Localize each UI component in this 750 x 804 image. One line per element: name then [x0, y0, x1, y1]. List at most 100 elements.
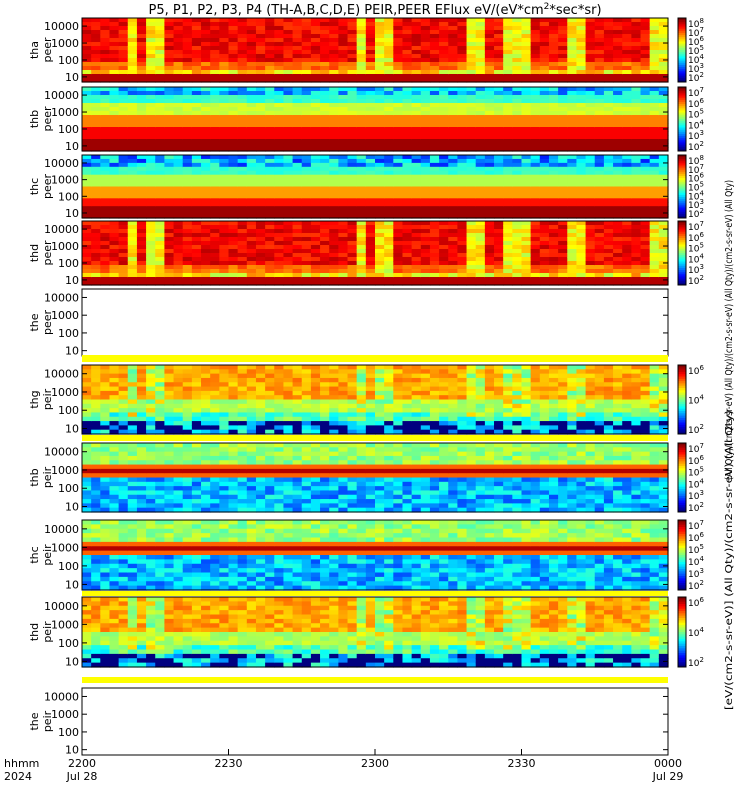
heatmap-cell [219, 408, 229, 413]
heatmap-cell [476, 241, 486, 246]
heatmap-cell [512, 115, 522, 120]
heatmap-cell [595, 198, 605, 203]
heatmap-cell [210, 26, 220, 31]
heatmap-cell [247, 167, 257, 172]
heatmap-cell [201, 87, 211, 92]
heatmap-cell [229, 127, 239, 132]
heatmap-cell [146, 74, 156, 79]
heatmap-cell [283, 404, 293, 409]
heatmap-cell [366, 74, 376, 79]
heatmap-cell [503, 155, 513, 160]
heatmap-cell [119, 175, 129, 180]
heatmap-cell [476, 107, 486, 112]
heatmap-cell [467, 187, 477, 192]
heatmap-cell [439, 261, 449, 266]
heatmap-cell [366, 66, 376, 71]
heatmap-cell [512, 221, 522, 226]
heatmap-cell [412, 249, 422, 254]
heatmap-cell [302, 249, 312, 254]
heatmap-cell [348, 66, 358, 71]
heatmap-cell [100, 378, 110, 383]
heatmap-cell [393, 91, 403, 96]
heatmap-cell [503, 58, 513, 63]
heatmap-cell [164, 139, 174, 144]
heatmap-cell [192, 95, 202, 100]
heatmap-cell [430, 404, 440, 409]
heatmap-cell [91, 91, 101, 96]
heatmap-cell [247, 261, 257, 266]
heatmap-cell [283, 194, 293, 199]
heatmap-cell [384, 374, 394, 379]
heatmap-cell [402, 179, 412, 184]
heatmap-cell [457, 245, 467, 250]
heatmap-cell [604, 87, 614, 92]
heatmap-cell [320, 54, 330, 59]
heatmap-cell [256, 253, 266, 258]
heatmap-cell [393, 369, 403, 374]
heatmap-cell [421, 408, 431, 413]
heatmap-cell [348, 74, 358, 79]
heatmap-cell [137, 269, 147, 274]
heatmap-cell [522, 163, 532, 168]
heatmap-cell [302, 70, 312, 75]
heatmap-cell [109, 237, 119, 242]
heatmap-cell [485, 163, 495, 168]
heatmap-cell [311, 273, 321, 278]
heatmap-cell [256, 269, 266, 274]
heatmap-cell [576, 261, 586, 266]
heatmap-cell [540, 131, 550, 136]
heatmap-cell [421, 111, 431, 116]
heatmap-cell [119, 42, 129, 47]
heatmap-cell [219, 70, 229, 75]
heatmap-cell [512, 66, 522, 71]
heatmap-cell [622, 202, 632, 207]
heatmap-cell [659, 249, 669, 254]
heatmap-cell [622, 62, 632, 67]
heatmap-cell [375, 202, 385, 207]
heatmap-cell [137, 167, 147, 172]
heatmap-cell [439, 387, 449, 392]
heatmap-cell [174, 26, 184, 31]
heatmap-cell [567, 175, 577, 180]
heatmap-cell [631, 46, 641, 51]
heatmap-cell [119, 95, 129, 100]
heatmap-cell [247, 387, 257, 392]
heatmap-cell [274, 400, 284, 405]
heatmap-cell [457, 249, 467, 254]
heatmap-cell [549, 103, 559, 108]
heatmap-cell [604, 194, 614, 199]
heatmap-cell [457, 221, 467, 226]
heatmap-cell [384, 417, 394, 422]
heatmap-cell [503, 62, 513, 67]
heatmap-cell [183, 70, 193, 75]
heatmap-cell [338, 408, 348, 413]
heatmap-cell [402, 111, 412, 116]
heatmap-cell [137, 225, 147, 230]
heatmap-cell [659, 135, 669, 140]
heatmap-cell [457, 198, 467, 203]
heatmap-cell [457, 87, 467, 92]
heatmap-cell [421, 253, 431, 258]
heatmap-cell [137, 179, 147, 184]
heatmap-cell [402, 91, 412, 96]
heatmap-cell [631, 163, 641, 168]
heatmap-cell [622, 42, 632, 47]
heatmap-cell [155, 277, 165, 282]
heatmap-cell [320, 237, 330, 242]
heatmap-cell [558, 155, 568, 160]
heatmap-cell [375, 245, 385, 250]
heatmap-cell [137, 58, 147, 63]
heatmap-cell [91, 408, 101, 413]
heatmap-cell [531, 187, 541, 192]
heatmap-cell [448, 277, 458, 282]
heatmap-cell [274, 131, 284, 136]
heatmap-cell [311, 143, 321, 148]
heatmap-cell [659, 241, 669, 246]
heatmap-cell [558, 42, 568, 47]
heatmap-cell [549, 198, 559, 203]
heatmap-cell [558, 70, 568, 75]
heatmap-cell [183, 183, 193, 188]
heatmap-cell [201, 115, 211, 120]
heatmap-cell [320, 99, 330, 104]
heatmap-cell [421, 425, 431, 430]
